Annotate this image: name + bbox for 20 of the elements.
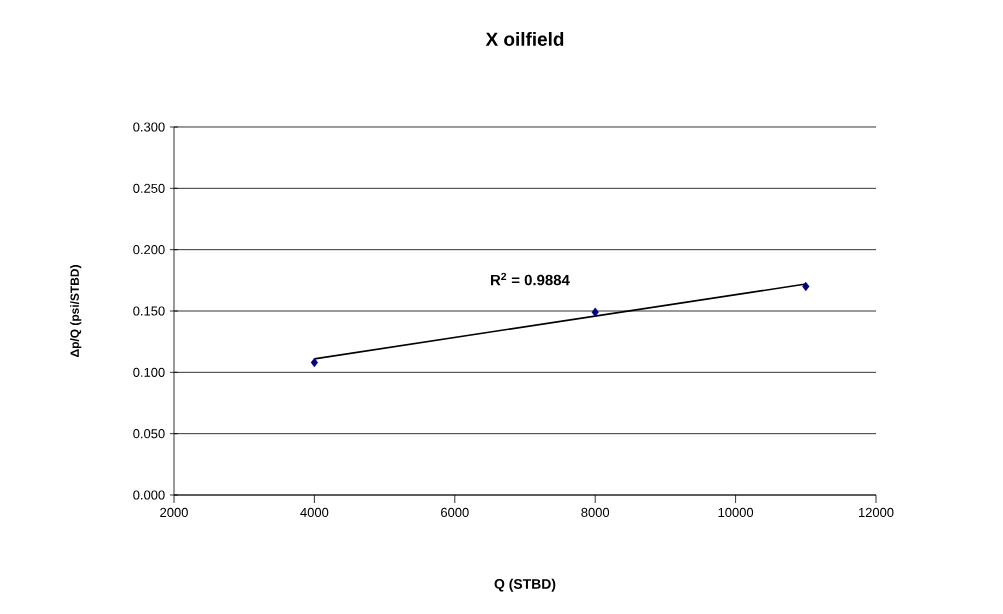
y-tick-label: 0.250: [133, 183, 165, 193]
y-axis-title: Δp/Q (psi/STBD): [70, 265, 82, 357]
x-tick-label: 4000: [300, 507, 329, 518]
point: [591, 307, 599, 317]
x-tick-label: 6000: [441, 507, 469, 518]
x-tick-label: 2000: [160, 507, 188, 518]
y-tick-label: 0.150: [133, 306, 165, 316]
x-tick-label: 8000: [581, 507, 610, 518]
y-tick-label: 0.200: [133, 245, 165, 255]
x-axis-title: Q (STBD): [494, 578, 556, 592]
x-tick-label: 12000: [858, 507, 894, 518]
x-tick-label: 10000: [718, 507, 754, 518]
y-tick-label: 0.000: [133, 490, 165, 500]
y-tick-label: 0.050: [133, 429, 165, 439]
annotation: R$^{2}$ = 0.9884: [491, 272, 570, 286]
point: [310, 357, 318, 368]
y-tick-label: 0.100: [133, 367, 165, 377]
y-tick-label: 0.300: [133, 122, 165, 132]
chart-title: X oilfield: [485, 32, 564, 46]
point: [802, 281, 810, 292]
